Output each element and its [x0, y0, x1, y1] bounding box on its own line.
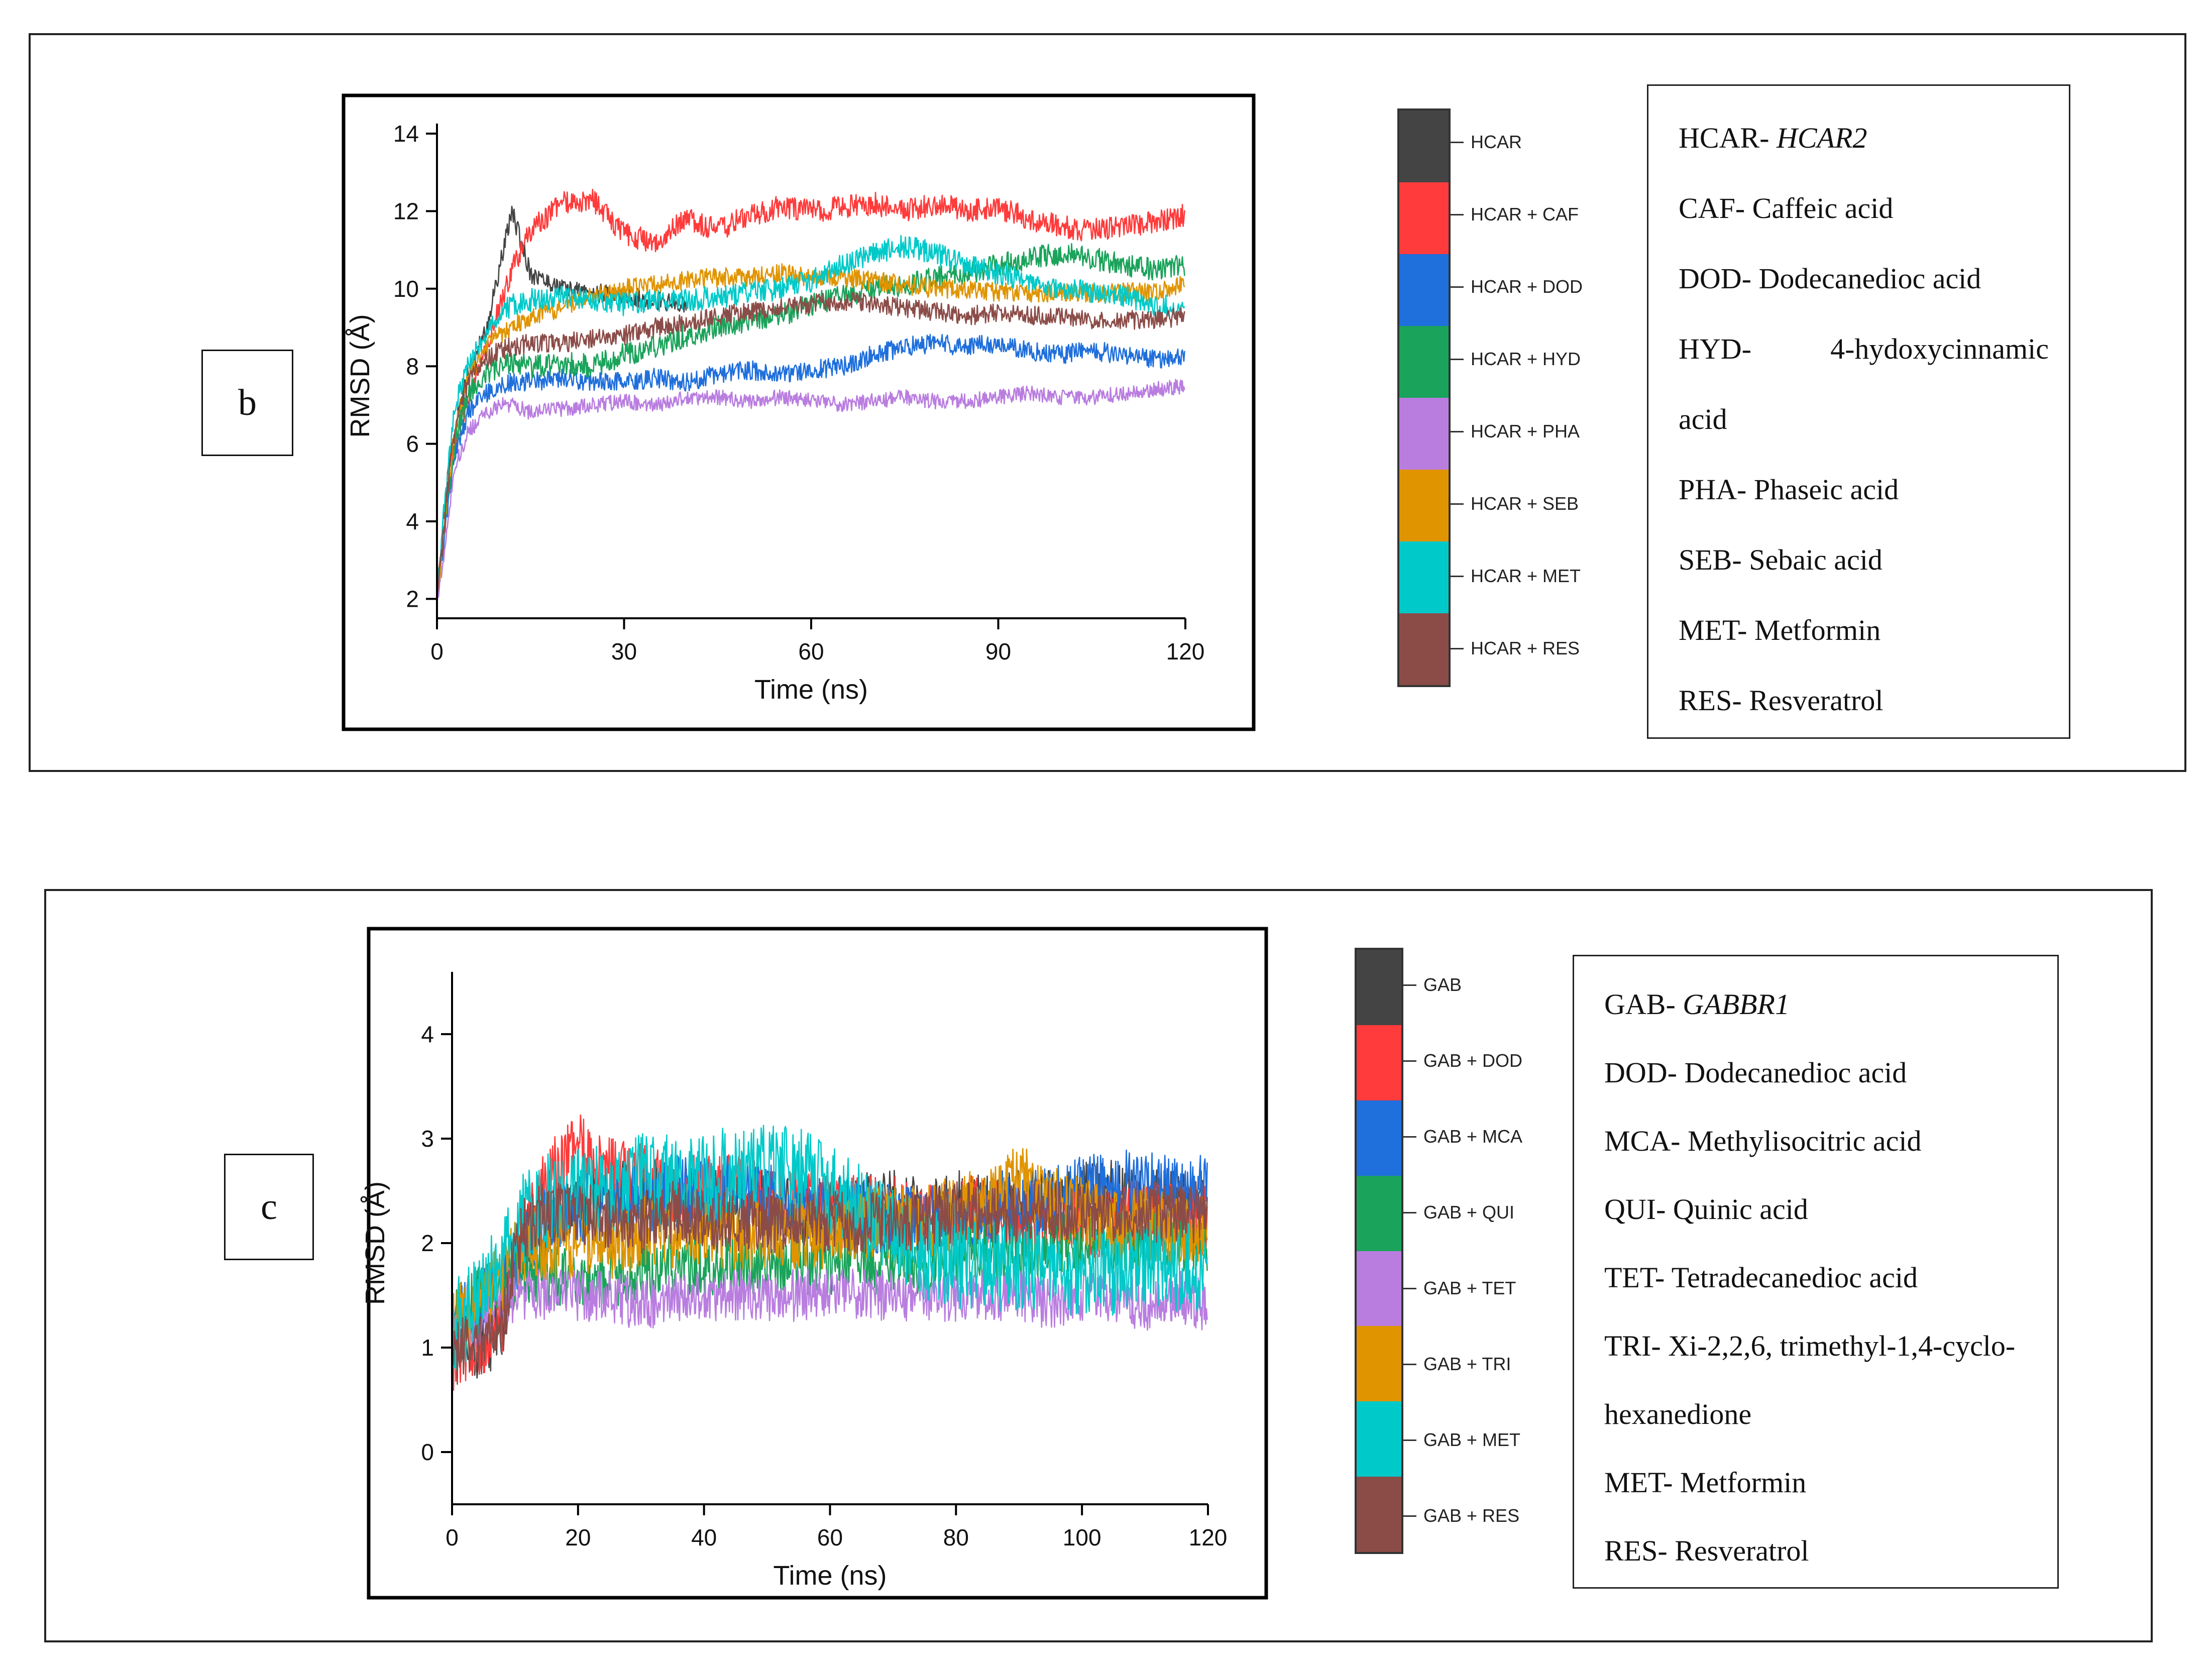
key-line: GAB- GABBR1	[1604, 988, 1790, 1021]
swatch-hcar-dod	[1399, 254, 1449, 326]
colorbar-label: GAB + QUI	[1403, 1202, 1514, 1223]
swatch-gab-qui	[1357, 1175, 1401, 1251]
key-line: TET- Tetradecanedioc acid	[1604, 1261, 1918, 1294]
colorbar-label: HCAR + DOD	[1451, 276, 1583, 297]
series-line-hcar-dod	[436, 334, 1185, 596]
key-line: PHA- Phaseic acid	[1679, 473, 1899, 506]
y-tick-label: 2	[421, 1230, 434, 1256]
y-tick-label: 1	[421, 1335, 434, 1361]
series-line-gab-met	[451, 1125, 1208, 1371]
y-tick-label: 4	[406, 508, 419, 534]
swatch-gab-dod	[1357, 1025, 1401, 1100]
colorbar-c	[1355, 948, 1403, 1554]
y-tick-label: 4	[421, 1021, 434, 1047]
colorbar-label: GAB + RES	[1403, 1505, 1519, 1526]
colorbar-label: GAB + TRI	[1403, 1354, 1511, 1375]
key-line: MCA- Methylisocitric acid	[1604, 1125, 1922, 1157]
key-line: HCAR- HCAR2	[1679, 122, 1867, 154]
swatch-hcar-seb	[1399, 470, 1449, 541]
x-tick-label: 40	[691, 1524, 717, 1550]
series-line-hcar-pha	[436, 379, 1185, 599]
colorbar-label: HCAR + CAF	[1451, 204, 1579, 225]
key-line: MET- Metformin	[1679, 614, 1881, 646]
panel-b-letter: b	[201, 350, 293, 456]
x-tick-label: 90	[985, 638, 1011, 664]
y-tick-label: 10	[393, 276, 419, 302]
key-line: acid	[1679, 403, 1727, 435]
y-tick-label: 3	[421, 1126, 434, 1152]
colorbar-label: HCAR + PHA	[1451, 421, 1580, 442]
x-tick-label: 60	[798, 638, 824, 664]
x-tick-label: 0	[430, 638, 444, 664]
x-tick-label: 20	[565, 1524, 591, 1550]
key-line: SEB- Sebaic acid	[1679, 543, 1883, 576]
colorbar-label: HCAR + HYD	[1451, 349, 1581, 370]
colorbar-label: HCAR + SEB	[1451, 493, 1579, 514]
swatch-hcar-hyd	[1399, 326, 1449, 398]
key-line: TRI- Xi-2,2,6, trimethyl-1,4-cyclo-	[1604, 1329, 2016, 1362]
x-tick-label: 0	[446, 1524, 459, 1550]
swatch-gab	[1357, 950, 1401, 1025]
swatch-hcar	[1399, 110, 1449, 182]
swatch-hcar-pha	[1399, 398, 1449, 470]
y-tick-label: 2	[406, 586, 419, 612]
abbreviation-key-b: HCAR- HCAR2 CAF- Caffeic acid DOD- Dodec…	[1647, 84, 2070, 739]
colorbar-b	[1397, 108, 1451, 687]
key-line: RES- Resveratrol	[1604, 1534, 1809, 1567]
colorbar-label: HCAR	[1451, 132, 1522, 153]
y-tick-label: 0	[421, 1439, 434, 1465]
swatch-gab-met	[1357, 1401, 1401, 1477]
x-tick-label: 100	[1063, 1524, 1101, 1550]
x-axis-label: Time (ns)	[773, 1561, 887, 1591]
y-axis-label: RMSD (Å)	[360, 1181, 390, 1305]
swatch-hcar-met	[1399, 541, 1449, 613]
series-line-hcar-caf	[436, 188, 1185, 591]
rmsd-chart-c: 0 20 40 60 80 100 120 0 1 2 3 4 Time (ns) RMSD (Å)	[360, 927, 1268, 1600]
key-line: QUI- Quinic acid	[1604, 1193, 1808, 1226]
swatch-hcar-res	[1399, 613, 1449, 685]
key-line: CAF- Caffeic acid	[1679, 192, 1894, 225]
swatch-gab-mca	[1357, 1100, 1401, 1176]
series-line-hcar-met	[436, 235, 1185, 581]
colorbar-label: GAB	[1403, 974, 1462, 995]
colorbar-label: HCAR + MET	[1451, 566, 1581, 587]
series-line-gab-res	[451, 1180, 1208, 1385]
y-tick-label: 6	[406, 431, 419, 457]
key-line: HYD- 4-hydoxycinnamic	[1679, 332, 2049, 365]
colorbar-label: GAB + MET	[1403, 1429, 1520, 1451]
series-line-hcar-hyd	[436, 243, 1185, 594]
abbreviation-key-c: GAB- GABBR1 DOD- Dodecanedioc acid MCA- …	[1573, 955, 2059, 1589]
swatch-hcar-caf	[1399, 182, 1449, 254]
x-tick-label: 120	[1189, 1524, 1228, 1550]
x-tick-label: 30	[611, 638, 637, 664]
x-tick-label: 120	[1166, 638, 1205, 664]
colorbar-label: HCAR + RES	[1451, 638, 1580, 659]
x-tick-label: 60	[817, 1524, 843, 1550]
key-line: RES- Resveratrol	[1679, 684, 1884, 717]
key-line: MET- Metformin	[1604, 1466, 1807, 1499]
y-tick-label: 14	[393, 121, 419, 147]
key-line: DOD- Dodecanedioc acid	[1679, 262, 1981, 295]
colorbar-label: GAB + DOD	[1403, 1050, 1522, 1071]
plot-frame	[342, 93, 1256, 731]
swatch-gab-res	[1357, 1477, 1401, 1552]
series-line-hcar-res	[436, 292, 1185, 593]
colorbar-label: GAB + TET	[1403, 1278, 1516, 1299]
panel-c-letter: c	[224, 1154, 314, 1260]
key-line: DOD- Dodecanedioc acid	[1604, 1056, 1907, 1089]
key-line: hexanedione	[1604, 1398, 1752, 1430]
swatch-gab-tet	[1357, 1251, 1401, 1326]
y-tick-label: 8	[406, 353, 419, 379]
x-axis-label: Time (ns)	[754, 675, 868, 705]
colorbar-label: GAB + MCA	[1403, 1126, 1522, 1147]
rmsd-chart-b: 0 30 60 90 120 2 4 6 8 10 12 14 Time (ns) RMSD (Å)	[342, 93, 1256, 731]
y-tick-label: 12	[393, 198, 419, 225]
y-axis-label: RMSD (Å)	[345, 314, 375, 438]
series-line-gab-tet	[451, 1268, 1208, 1352]
x-tick-label: 80	[943, 1524, 969, 1550]
swatch-gab-tri	[1357, 1326, 1401, 1402]
